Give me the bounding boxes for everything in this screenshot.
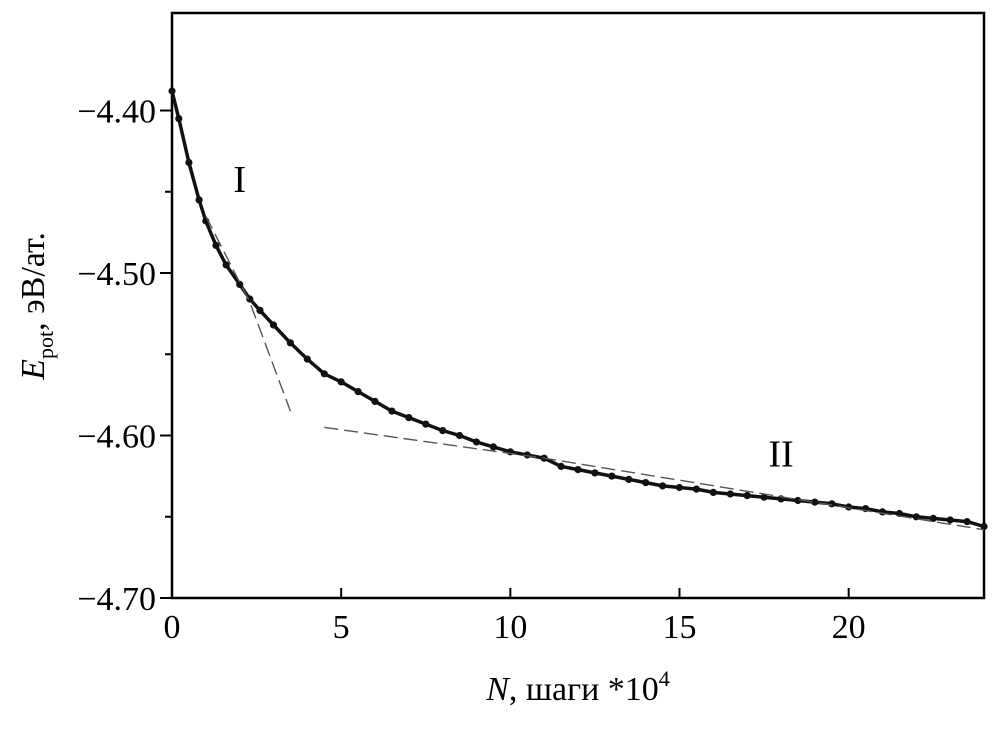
- data-point: [692, 485, 701, 493]
- data-point: [185, 158, 193, 167]
- data-point: [726, 490, 734, 498]
- x-tick-label: 20: [832, 609, 866, 646]
- x-tick-label: 10: [493, 609, 527, 646]
- data-point: [811, 498, 819, 506]
- data-point: [659, 482, 667, 490]
- data-point: [760, 493, 768, 501]
- data-point: [439, 427, 447, 435]
- series-layer: [168, 87, 988, 531]
- x-axis-label-sup: 4: [659, 666, 670, 691]
- data-point: [878, 508, 887, 516]
- data-point: [489, 443, 497, 451]
- data-point: [269, 321, 278, 329]
- region-annotation: II: [768, 433, 793, 475]
- y-axis-label: Epot, эВ/ат.: [15, 232, 58, 381]
- y-tick-label: −4.40: [77, 94, 156, 131]
- data-point: [422, 420, 430, 428]
- data-point: [709, 488, 717, 496]
- y-axis-ticks: −4.40 −4.50 −4.60 −4.70: [77, 94, 172, 618]
- data-point: [591, 469, 599, 477]
- data-point: [371, 397, 379, 405]
- x-tick-label: 0: [164, 609, 181, 646]
- data-point: [743, 492, 751, 500]
- data-point: [175, 115, 183, 123]
- data-point: [236, 280, 244, 288]
- data-point: [946, 516, 954, 524]
- data-point: [557, 462, 565, 470]
- data-series-line: [170, 90, 985, 529]
- y-tick-label: −4.60: [77, 419, 156, 456]
- data-point: [980, 522, 988, 531]
- region-annotation: I: [233, 159, 246, 201]
- data-point: [195, 196, 203, 204]
- x-axis-label: N, шаги *104: [485, 666, 670, 708]
- data-point: [303, 355, 311, 363]
- data-point: [256, 306, 264, 314]
- fit-line-1: [205, 215, 292, 412]
- data-point: [337, 378, 345, 386]
- data-point: [845, 503, 853, 511]
- data-point: [472, 438, 481, 446]
- y-axis-label-rest: , эВ/ат.: [15, 232, 52, 331]
- fit-line-2: [324, 426, 985, 531]
- data-point: [794, 496, 802, 505]
- data-point: [388, 407, 396, 415]
- x-axis-label-var: N: [485, 671, 511, 708]
- data-point: [354, 388, 362, 396]
- data-point: [574, 466, 582, 474]
- data-point: [642, 479, 650, 487]
- y-axis-label-var: E: [15, 359, 52, 381]
- x-axis-label-rest: , шаги *10: [509, 671, 659, 708]
- plot-frame: [170, 11, 986, 600]
- data-point: [222, 261, 230, 269]
- data-point: [625, 475, 633, 483]
- data-point: [963, 518, 971, 526]
- y-tick-label: −4.70: [77, 581, 156, 618]
- data-point: [523, 451, 531, 459]
- x-tick-label: 5: [333, 609, 350, 646]
- data-point: [608, 472, 616, 480]
- data-point: [929, 514, 937, 523]
- annotations: III: [233, 159, 793, 476]
- y-axis-label-sub: pot: [33, 331, 58, 359]
- data-point: [212, 241, 220, 249]
- data-point: [405, 414, 413, 422]
- data-point: [675, 483, 684, 492]
- data-point: [456, 431, 464, 440]
- data-point: [168, 87, 176, 95]
- x-tick-label: 15: [663, 609, 697, 646]
- data-point: [828, 500, 836, 508]
- y-tick-label: −4.50: [77, 256, 156, 293]
- data-point: [320, 370, 328, 378]
- data-point: [286, 339, 294, 347]
- x-axis-ticks: 0 5 10 15 20: [164, 588, 866, 646]
